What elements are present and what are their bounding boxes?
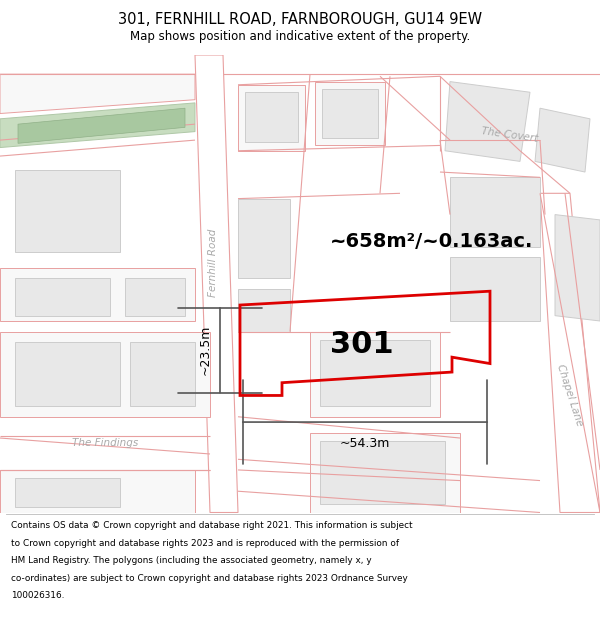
Text: Contains OS data © Crown copyright and database right 2021. This information is : Contains OS data © Crown copyright and d… (11, 521, 412, 531)
Text: 301: 301 (330, 330, 394, 359)
Polygon shape (0, 268, 195, 321)
Polygon shape (195, 55, 238, 512)
Polygon shape (18, 108, 185, 143)
Polygon shape (320, 441, 445, 504)
Text: ~54.3m: ~54.3m (340, 437, 390, 450)
Polygon shape (238, 199, 290, 278)
Polygon shape (15, 170, 120, 252)
Text: The Covert: The Covert (481, 126, 539, 144)
Text: ~23.5m: ~23.5m (199, 325, 212, 376)
Text: co-ordinates) are subject to Crown copyright and database rights 2023 Ordnance S: co-ordinates) are subject to Crown copyr… (11, 574, 407, 582)
Text: 301, FERNHILL ROAD, FARNBOROUGH, GU14 9EW: 301, FERNHILL ROAD, FARNBOROUGH, GU14 9E… (118, 12, 482, 27)
Text: to Crown copyright and database rights 2023 and is reproduced with the permissio: to Crown copyright and database rights 2… (11, 539, 399, 548)
Polygon shape (445, 82, 530, 161)
Polygon shape (238, 289, 290, 332)
Polygon shape (0, 470, 195, 512)
Polygon shape (450, 177, 540, 246)
Polygon shape (245, 92, 298, 142)
Polygon shape (15, 479, 120, 507)
Text: Fernhill Road: Fernhill Road (208, 228, 218, 297)
Text: ~658m²/~0.163ac.: ~658m²/~0.163ac. (330, 232, 533, 251)
Polygon shape (310, 432, 460, 512)
Text: HM Land Registry. The polygons (including the associated geometry, namely x, y: HM Land Registry. The polygons (includin… (11, 556, 371, 566)
Text: The Findings: The Findings (72, 438, 138, 448)
Polygon shape (0, 103, 195, 148)
Text: 100026316.: 100026316. (11, 591, 64, 600)
Text: Map shows position and indicative extent of the property.: Map shows position and indicative extent… (130, 30, 470, 43)
Polygon shape (555, 214, 600, 321)
Polygon shape (125, 278, 185, 316)
Polygon shape (540, 193, 600, 512)
Text: Chapel Lane: Chapel Lane (555, 363, 585, 428)
Polygon shape (535, 108, 590, 172)
Polygon shape (0, 332, 210, 417)
Polygon shape (0, 74, 195, 114)
Polygon shape (322, 89, 378, 138)
Polygon shape (450, 257, 540, 321)
Polygon shape (315, 82, 385, 146)
Polygon shape (320, 340, 430, 406)
Polygon shape (130, 342, 195, 406)
Polygon shape (310, 332, 440, 417)
Polygon shape (238, 85, 305, 151)
Polygon shape (15, 342, 120, 406)
Polygon shape (15, 278, 110, 316)
